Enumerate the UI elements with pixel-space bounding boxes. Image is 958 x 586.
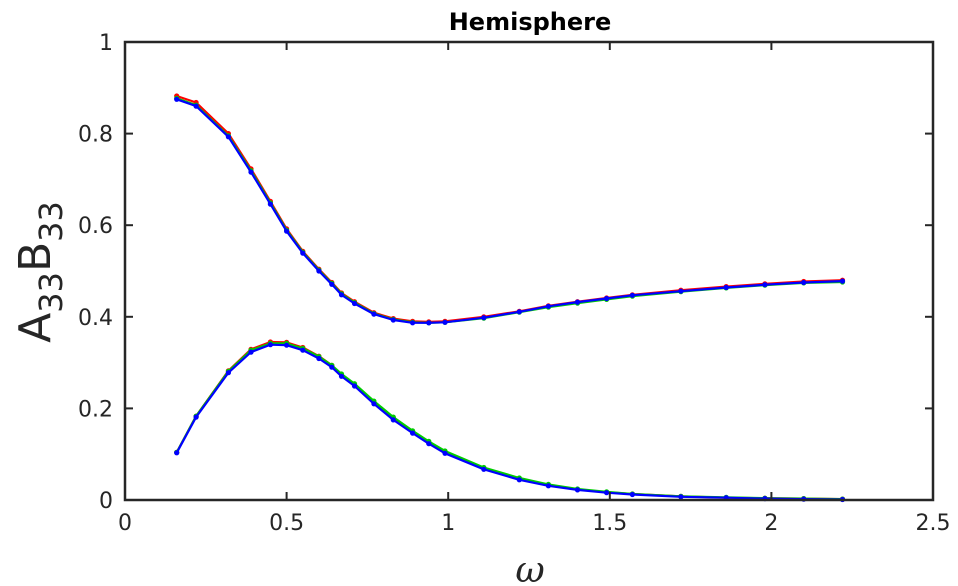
data-point bbox=[516, 477, 522, 483]
data-point bbox=[329, 281, 335, 287]
data-point bbox=[174, 450, 180, 456]
data-point bbox=[604, 490, 610, 496]
data-point bbox=[351, 383, 358, 389]
y-label-b-sub: 33 bbox=[32, 201, 70, 242]
x-axis-label: ω bbox=[515, 550, 544, 586]
series-layer bbox=[174, 93, 846, 503]
plot-area: 0 0.5 1 1.5 2 2.5 0 0.2 0.4 0.6 0.8 1 bbox=[78, 31, 951, 536]
data-point bbox=[338, 373, 345, 379]
data-point bbox=[481, 466, 487, 472]
data-point bbox=[574, 299, 581, 305]
y-tick-label: 1 bbox=[99, 31, 113, 56]
y-tick-label: 0.2 bbox=[78, 397, 113, 422]
data-point bbox=[801, 279, 807, 286]
data-point bbox=[481, 315, 487, 321]
plot-background bbox=[125, 42, 933, 500]
axes-box bbox=[123, 40, 935, 502]
y-tick-label: 0.6 bbox=[78, 214, 113, 239]
data-point bbox=[426, 320, 432, 326]
data-point bbox=[723, 284, 729, 291]
x-tick-label: 2.5 bbox=[916, 511, 951, 536]
data-point bbox=[516, 309, 522, 315]
data-point bbox=[248, 169, 254, 175]
data-point bbox=[574, 487, 581, 493]
y-tick-label: 0.4 bbox=[78, 306, 113, 331]
data-point bbox=[371, 311, 377, 317]
data-point bbox=[300, 347, 306, 353]
x-tick-label: 0.5 bbox=[269, 511, 304, 536]
data-point bbox=[316, 268, 322, 274]
data-point bbox=[225, 370, 231, 376]
data-point bbox=[390, 417, 396, 423]
y-label-a: A bbox=[10, 313, 61, 343]
y-tick-label: 0 bbox=[99, 489, 113, 514]
data-point bbox=[410, 430, 416, 436]
x-tick-label: 1.5 bbox=[592, 511, 627, 536]
data-point bbox=[225, 134, 231, 140]
data-point bbox=[300, 250, 306, 256]
data-point bbox=[371, 401, 377, 407]
data-point bbox=[442, 319, 448, 325]
data-point bbox=[426, 441, 432, 447]
data-point bbox=[284, 342, 290, 348]
ticks-layer: 0 0.5 1 1.5 2 2.5 0 0.2 0.4 0.6 0.8 1 bbox=[78, 31, 951, 536]
data-point bbox=[545, 483, 552, 489]
data-point bbox=[193, 414, 199, 420]
data-point bbox=[545, 303, 552, 309]
series-a33-2 bbox=[174, 96, 846, 326]
data-point bbox=[248, 349, 254, 355]
data-point bbox=[604, 295, 610, 302]
data-point bbox=[316, 355, 322, 362]
x-tick-label: 0 bbox=[118, 511, 132, 536]
data-point bbox=[762, 282, 768, 288]
y-label-a-sub: 33 bbox=[32, 272, 70, 313]
data-point bbox=[678, 288, 684, 294]
data-point bbox=[442, 450, 448, 456]
data-point bbox=[678, 494, 684, 500]
data-point bbox=[629, 491, 636, 498]
data-point bbox=[390, 317, 396, 323]
data-point bbox=[629, 292, 636, 298]
data-point bbox=[351, 300, 358, 307]
data-point bbox=[174, 96, 180, 102]
data-point bbox=[267, 201, 273, 207]
y-axis-label: A33B33 bbox=[10, 201, 70, 343]
data-point bbox=[329, 364, 335, 370]
data-point bbox=[410, 320, 416, 326]
data-point bbox=[267, 342, 273, 348]
data-point bbox=[193, 103, 199, 109]
x-tick-label: 2 bbox=[764, 511, 778, 536]
y-label-b: B bbox=[10, 242, 61, 272]
chart-title: Hemisphere bbox=[449, 8, 612, 36]
x-tick-label: 1 bbox=[441, 511, 455, 536]
data-point bbox=[839, 278, 846, 284]
data-point bbox=[284, 228, 290, 234]
data-point bbox=[338, 292, 345, 298]
y-tick-label: 0.8 bbox=[78, 123, 113, 148]
